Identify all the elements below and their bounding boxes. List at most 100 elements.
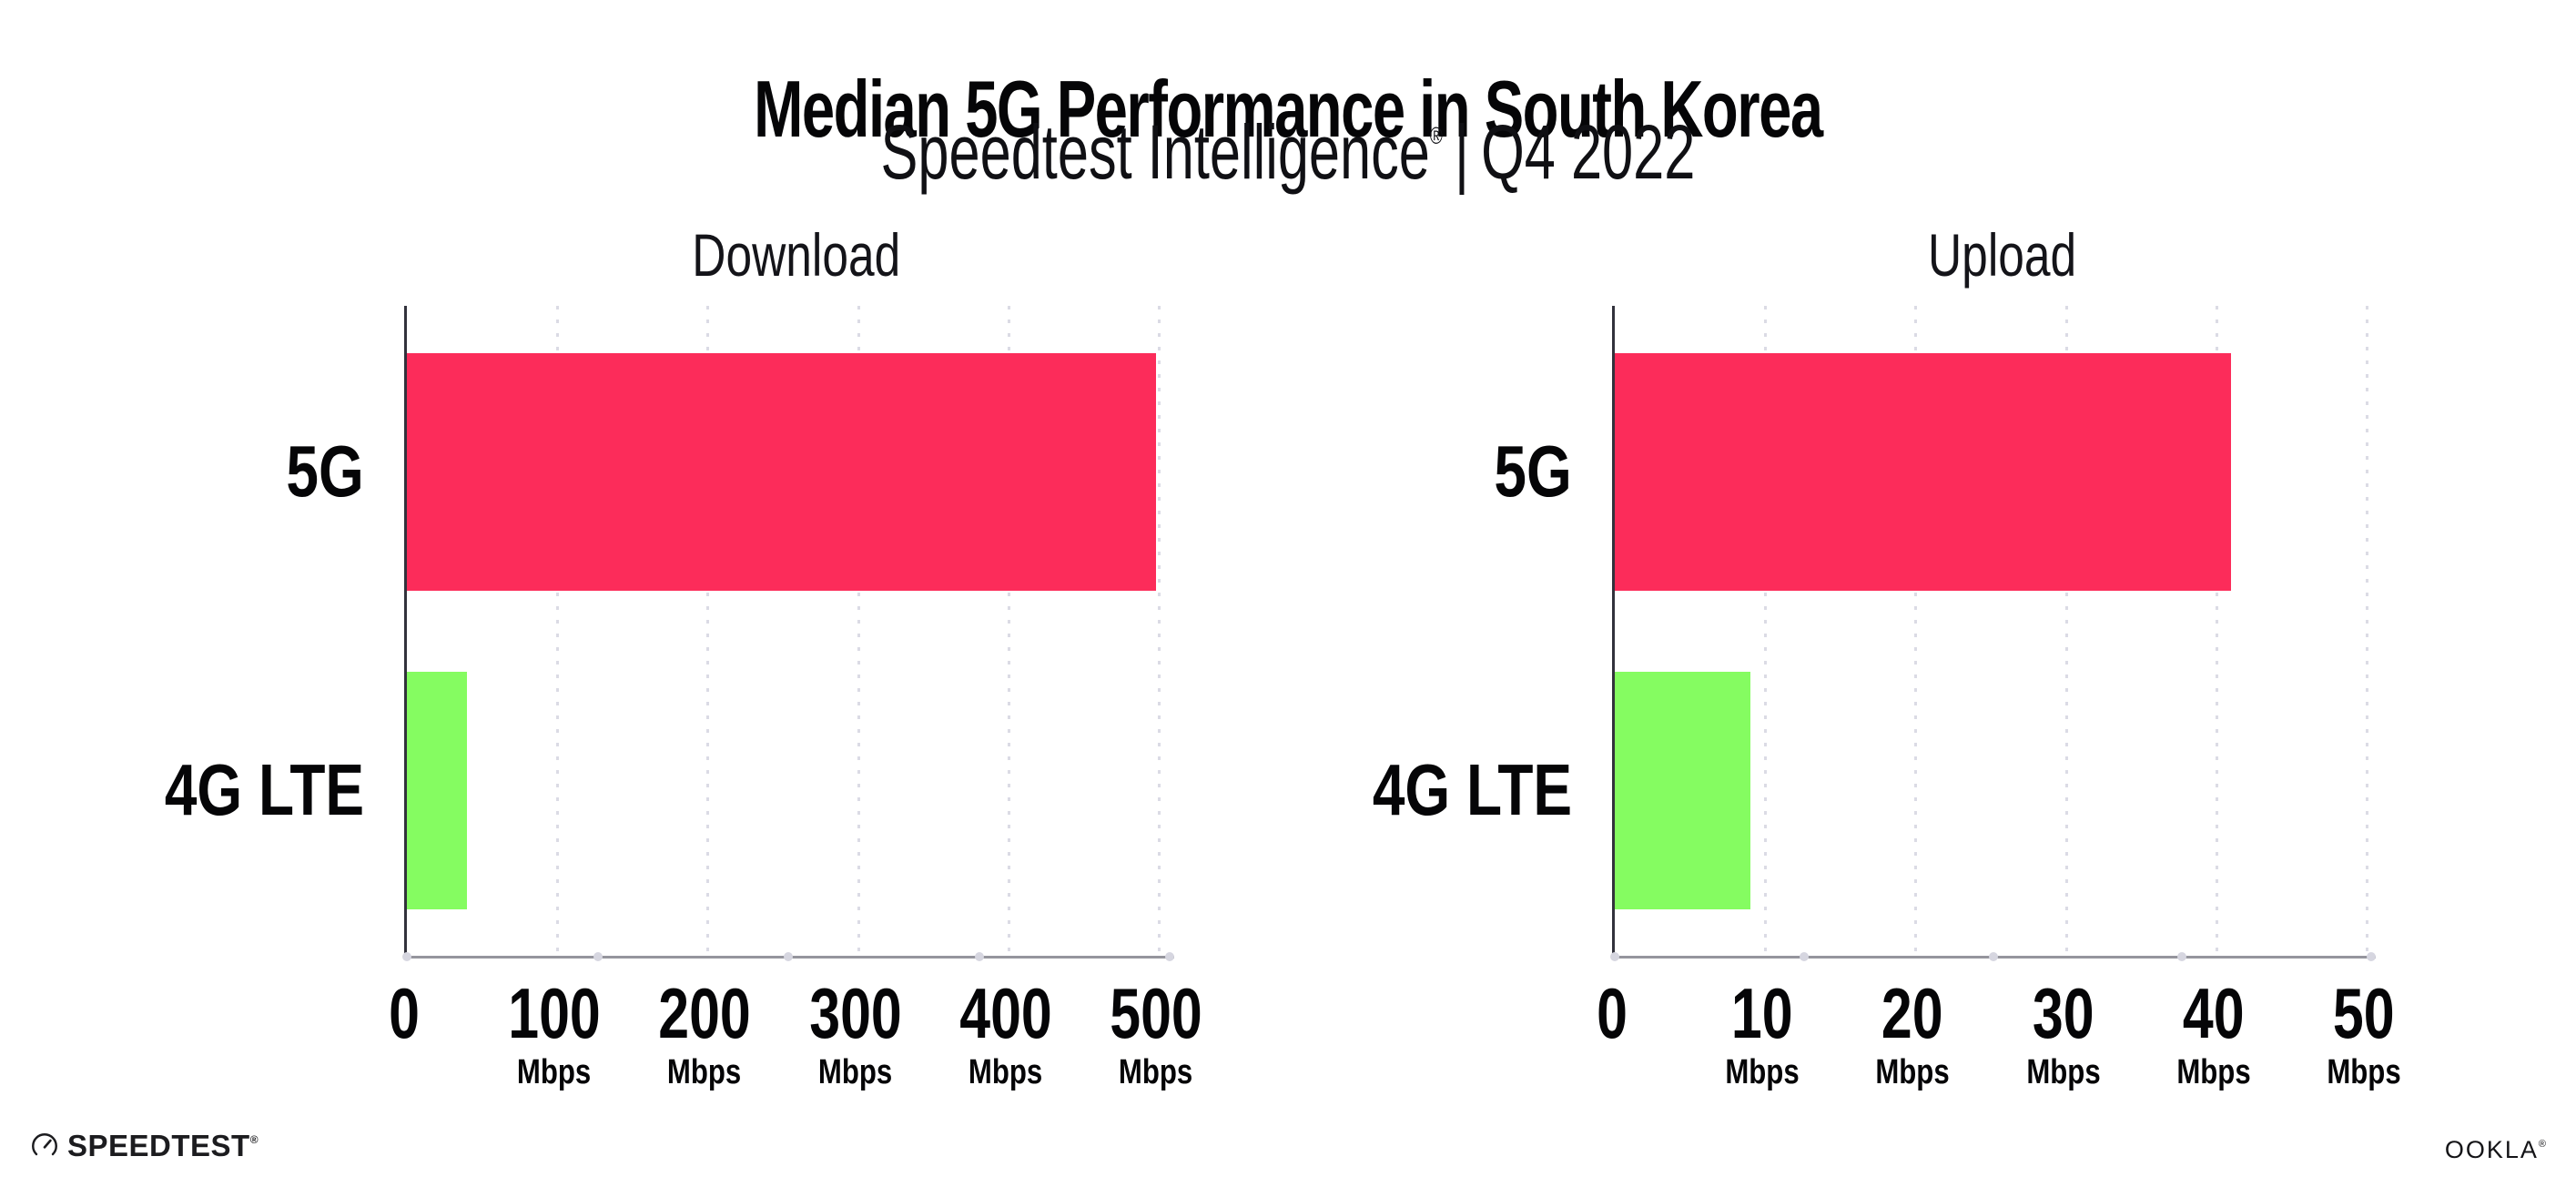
x-tick-upload-10: 10 Mbps <box>1717 976 1807 1092</box>
chart-title-download: Download <box>432 224 1161 286</box>
subtitle-brand: Speedtest Intelligence <box>880 109 1430 195</box>
x-tick-unit: Mbps <box>1097 1052 1215 1092</box>
speedtest-gauge-icon <box>31 1132 58 1160</box>
x-tick-value: 200 <box>645 976 764 1050</box>
x-tick-unit: Mbps <box>1717 1052 1807 1092</box>
x-tick-unit-text: Mbps <box>1875 1053 1950 1091</box>
x-tick-value-text: 500 <box>1110 973 1202 1053</box>
x-tick-value-text: 50 <box>2333 973 2395 1053</box>
gridline-100-mbps <box>556 306 559 958</box>
x-tick-upload-0: 0 <box>1592 976 1631 1050</box>
x-tick-value: 400 <box>947 976 1065 1050</box>
x-tick-unit: Mbps <box>2318 1052 2409 1092</box>
x-tick-value-text: 40 <box>2183 973 2245 1053</box>
axis-dot <box>1989 952 1998 961</box>
x-tick-value: 300 <box>796 976 915 1050</box>
x-tick-value-text: 0 <box>1597 973 1628 1053</box>
category-label-4g-lte: 4G LTE <box>0 754 364 827</box>
axis-dot <box>593 952 603 961</box>
category-label-5g: 5G <box>1026 435 1572 508</box>
x-tick-upload-40: 40 Mbps <box>2168 976 2258 1092</box>
bar-upload-5g <box>1615 353 2231 591</box>
category-label-5g: 5G <box>0 435 364 508</box>
chart-title-upload: Upload <box>1638 224 2367 286</box>
gridline-50-mbps <box>2366 306 2368 958</box>
subtitle-period: Q4 2022 <box>1481 109 1696 195</box>
ookla-wordmark-text: OOKLA <box>2444 1136 2539 1163</box>
gridline-300-mbps <box>857 306 860 958</box>
x-tick-unit-text: Mbps <box>2327 1053 2401 1091</box>
chart-title-text: Download <box>692 221 901 289</box>
x-tick-value: 10 <box>1717 976 1807 1050</box>
page-title-text: Median 5G Performance in South Korea <box>754 63 1823 154</box>
x-tick-value: 500 <box>1097 976 1215 1050</box>
bar-download-5g <box>407 353 1156 591</box>
x-tick-unit-text: Mbps <box>517 1053 592 1091</box>
plot-area-upload <box>1612 306 2378 958</box>
x-tick-download-300: 300 Mbps <box>796 976 915 1092</box>
axis-dot <box>2177 952 2186 961</box>
plot-area-download <box>404 306 1177 958</box>
gridline-40-mbps <box>2216 306 2218 958</box>
x-tick-value-text: 400 <box>959 973 1052 1053</box>
x-tick-unit: Mbps <box>947 1052 1065 1092</box>
speedtest-registered-mark: ® <box>249 1133 259 1146</box>
category-label-4g-lte: 4G LTE <box>1026 754 1572 827</box>
x-tick-unit-text: Mbps <box>969 1053 1043 1091</box>
axis-dot <box>1800 952 1809 961</box>
x-tick-download-500: 500 Mbps <box>1097 976 1215 1092</box>
x-tick-value-text: 10 <box>1731 973 1793 1053</box>
gridline-30-mbps <box>2065 306 2068 958</box>
gridline-500-mbps <box>1158 306 1161 958</box>
chart-title-text: Upload <box>1928 221 2077 289</box>
x-tick-value-text: 100 <box>508 973 601 1053</box>
speedtest-wordmark: SPEEDTEST® <box>67 1129 259 1163</box>
axis-dot <box>1610 952 1619 961</box>
registered-mark: ® <box>1429 122 1443 149</box>
x-tick-value: 20 <box>1867 976 1957 1050</box>
category-label-text: 5G <box>1494 431 1572 512</box>
axis-dot <box>402 952 411 961</box>
x-tick-value: 100 <box>495 976 614 1050</box>
subtitle-separator: | <box>1455 109 1470 195</box>
x-tick-download-200: 200 Mbps <box>645 976 764 1092</box>
x-tick-unit-text: Mbps <box>2176 1053 2251 1091</box>
speedtest-logo: SPEEDTEST® <box>31 1129 259 1163</box>
x-tick-unit-text: Mbps <box>1725 1053 1800 1091</box>
axis-dot <box>1165 952 1174 961</box>
axis-dot <box>784 952 793 961</box>
gridline-10-mbps <box>1764 306 1767 958</box>
x-tick-unit: Mbps <box>796 1052 915 1092</box>
bar-download-4g-lte <box>407 672 467 909</box>
gridline-400-mbps <box>1008 306 1010 958</box>
x-tick-value-text: 30 <box>2033 973 2094 1053</box>
x-tick-value: 30 <box>2018 976 2108 1050</box>
page-title: Median 5G Performance in South Korea <box>0 66 2576 152</box>
axis-dot <box>975 952 984 961</box>
x-tick-value-text: 300 <box>809 973 902 1053</box>
x-tick-download-100: 100 Mbps <box>495 976 614 1092</box>
speedtest-wordmark-text: SPEEDTEST <box>67 1129 250 1162</box>
x-tick-unit-text: Mbps <box>1119 1053 1193 1091</box>
ookla-logo: OOKLA® <box>2445 1136 2546 1164</box>
x-tick-value-text: 0 <box>389 973 420 1053</box>
x-tick-download-400: 400 Mbps <box>947 976 1065 1092</box>
ookla-registered-mark: ® <box>2538 1139 2546 1150</box>
x-tick-value-text: 200 <box>658 973 751 1053</box>
category-label-text: 4G LTE <box>164 749 364 830</box>
x-tick-unit-text: Mbps <box>2026 1053 2101 1091</box>
gridline-20-mbps <box>1914 306 1917 958</box>
x-tick-value: 0 <box>1592 976 1631 1050</box>
x-tick-value: 0 <box>384 976 423 1050</box>
x-tick-value-text: 20 <box>1881 973 1943 1053</box>
x-tick-value: 50 <box>2318 976 2409 1050</box>
x-tick-unit-text: Mbps <box>667 1053 742 1091</box>
x-tick-unit: Mbps <box>2168 1052 2258 1092</box>
x-tick-unit: Mbps <box>645 1052 764 1092</box>
x-tick-unit: Mbps <box>1867 1052 1957 1092</box>
bar-upload-4g-lte <box>1615 672 1750 909</box>
x-tick-upload-50: 50 Mbps <box>2318 976 2409 1092</box>
page-subtitle: Speedtest Intelligence® | Q4 2022 <box>0 95 2576 193</box>
axis-dot <box>2367 952 2376 961</box>
